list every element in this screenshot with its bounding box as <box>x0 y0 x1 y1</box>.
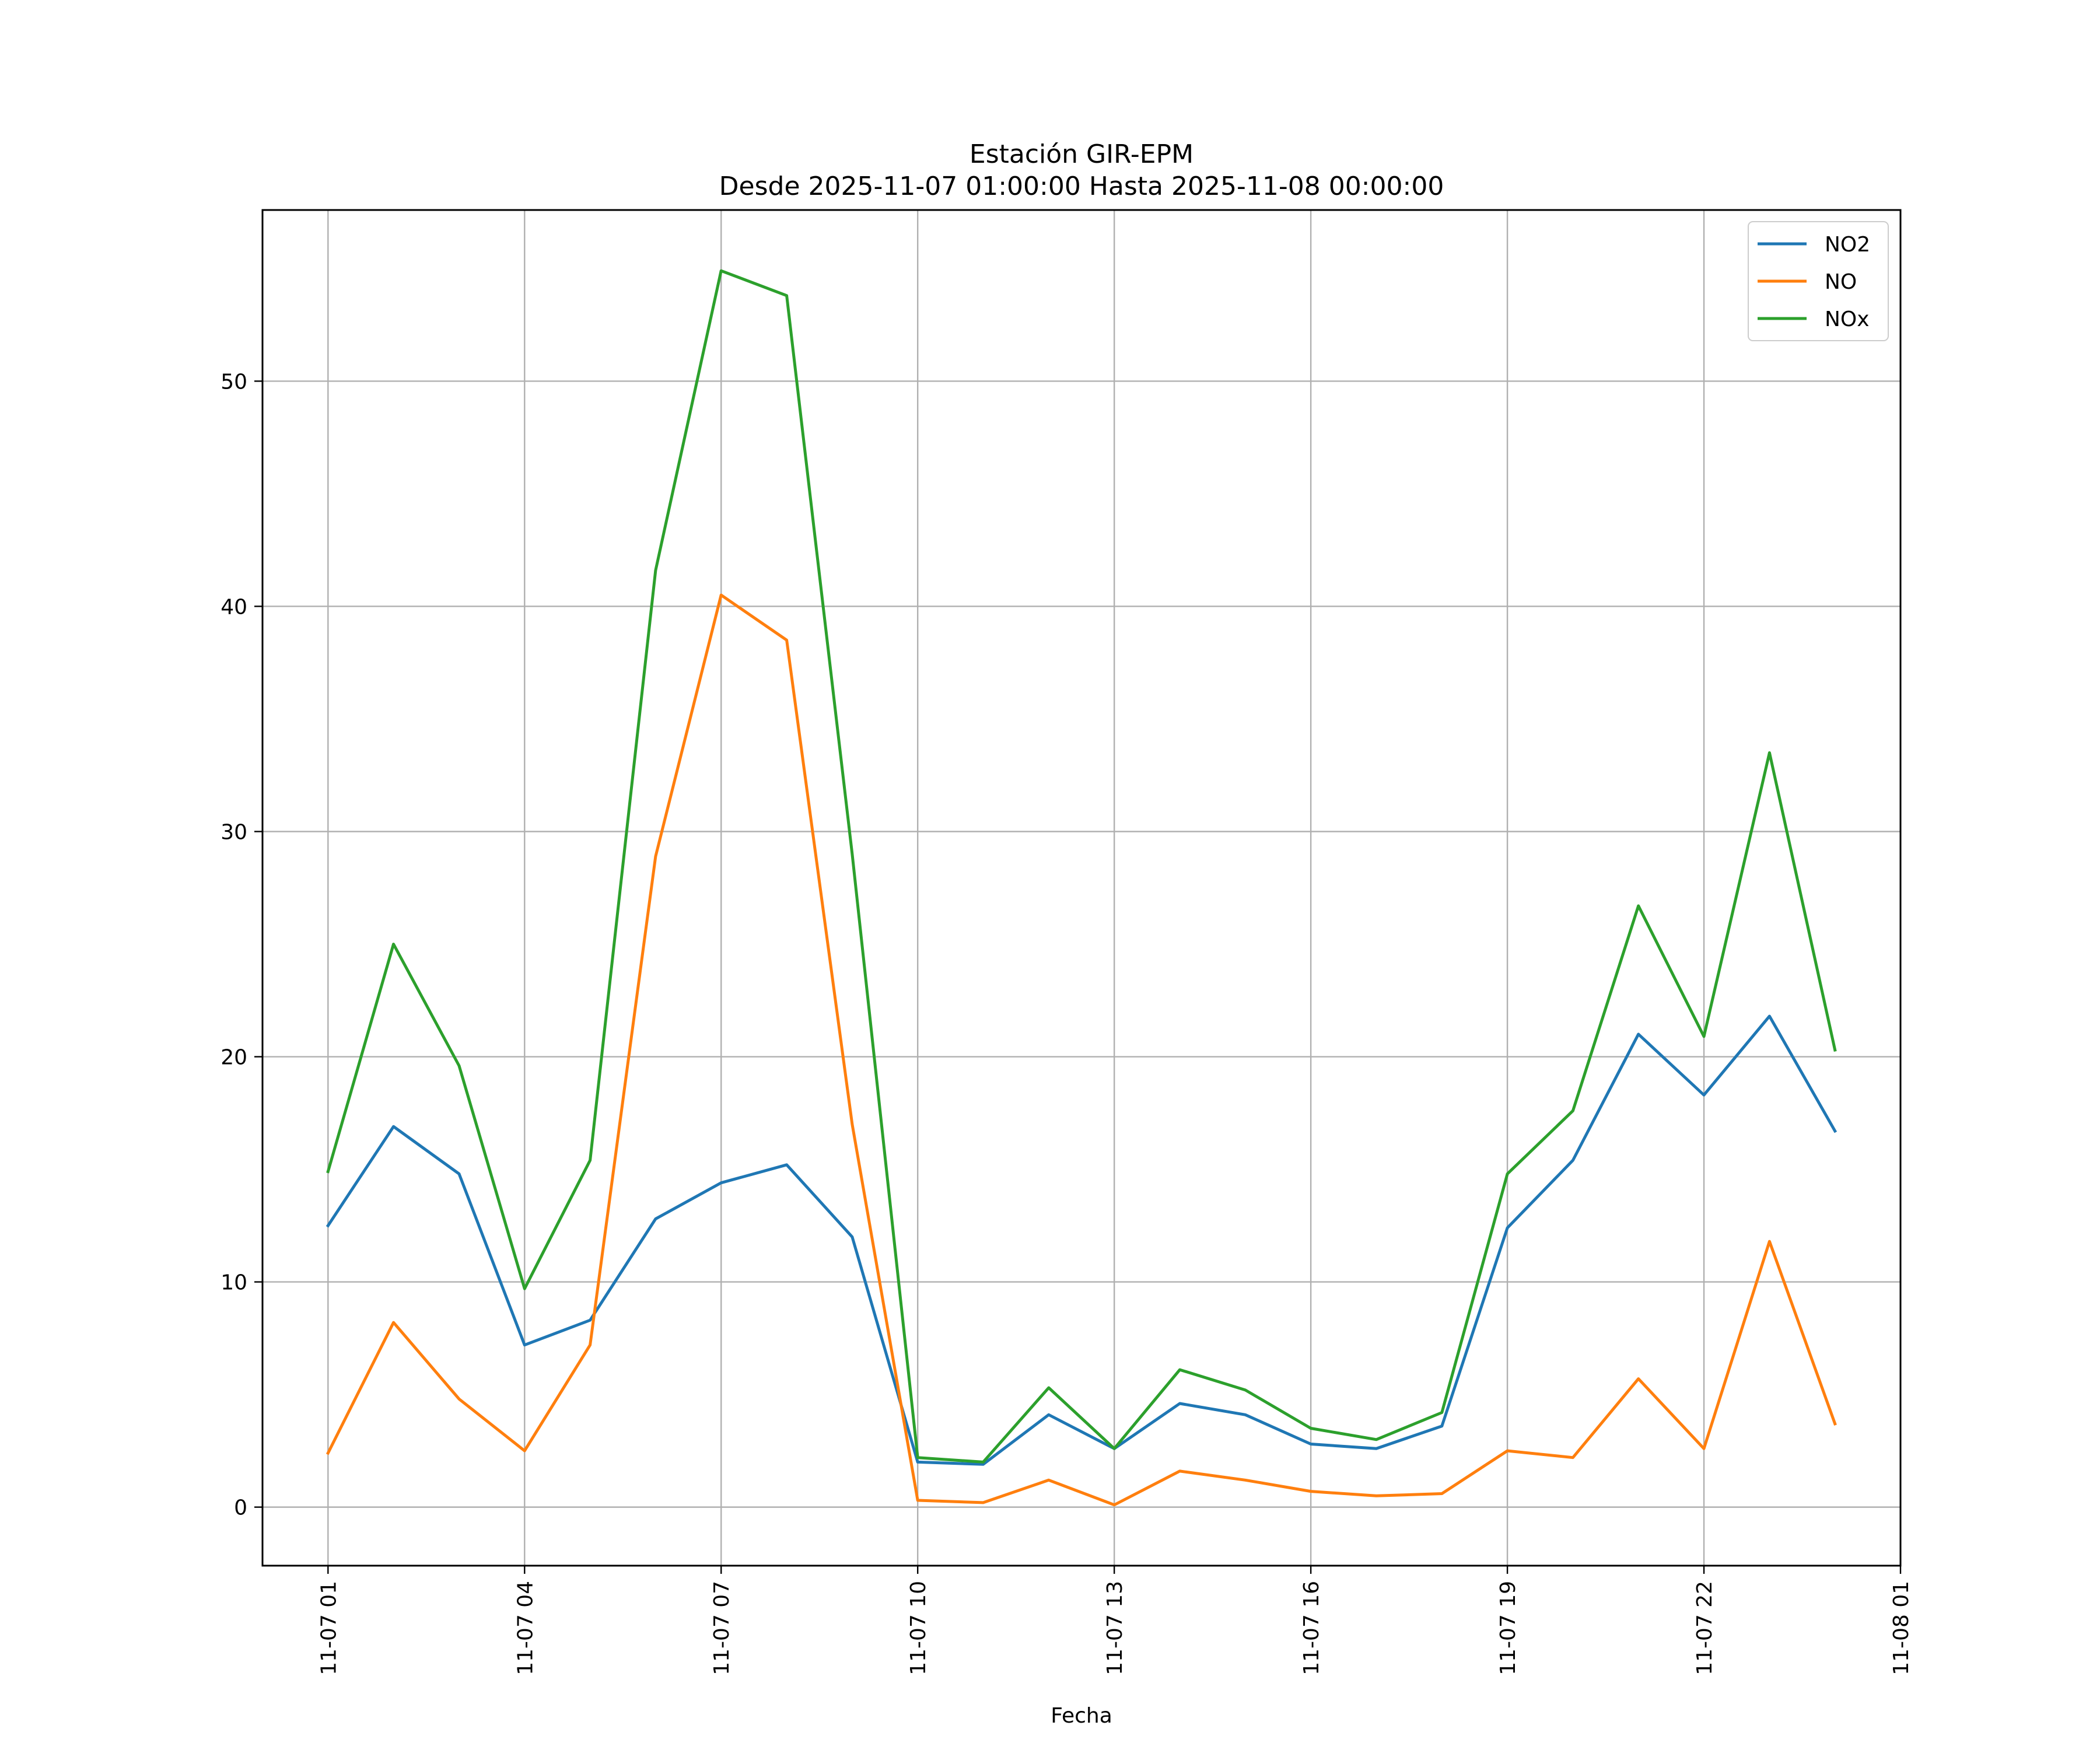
x-tick-label: 11-07 10 <box>907 1581 930 1675</box>
chart-title: Estación GIR-EPM <box>970 139 1194 169</box>
series-line-no <box>326 593 1837 1507</box>
chart-subtitle: Desde 2025-11-07 01:00:00 Hasta 2025-11-… <box>719 172 1444 201</box>
series-lines <box>326 269 1838 1507</box>
y-tick-label: 50 <box>220 370 247 394</box>
x-axis-label: Fecha <box>1051 1704 1112 1728</box>
y-tick-label: 0 <box>234 1496 247 1520</box>
series-line-nox <box>326 269 1837 1464</box>
x-tick-label: 11-07 19 <box>1496 1581 1520 1675</box>
x-tick-label: 11-07 13 <box>1103 1581 1127 1675</box>
legend: NO2 NO NOx <box>1748 221 1889 341</box>
legend-box <box>1748 221 1889 341</box>
y-tick-label: 20 <box>220 1046 247 1070</box>
x-tick-label: 11-07 07 <box>710 1581 734 1675</box>
x-tick-label: 11-07 01 <box>317 1581 341 1675</box>
series-line-no2 <box>326 1014 1838 1466</box>
y-tick-label: 30 <box>220 820 247 844</box>
x-tick-label: 11-07 04 <box>513 1581 537 1675</box>
x-tick-label: 11-07 22 <box>1693 1581 1717 1675</box>
x-axis: 11-07 01 11-07 04 11-07 07 11-07 10 11-07 13… <box>317 1566 1913 1675</box>
legend-items: NO2 NO NOx <box>1758 233 1870 331</box>
y-tick-label: 40 <box>220 595 247 619</box>
x-tick-label: 11-08 01 <box>1889 1581 1913 1675</box>
y-axis: 0 10 20 30 40 50 <box>220 370 262 1520</box>
legend-label-no: NO <box>1825 270 1857 294</box>
legend-label-no2: NO2 <box>1825 233 1870 257</box>
legend-label-nox: NOx <box>1825 307 1870 331</box>
x-tick-label: 11-07 16 <box>1300 1581 1324 1675</box>
plot-area-frame <box>261 209 1902 1567</box>
y-tick-label: 10 <box>220 1271 247 1295</box>
